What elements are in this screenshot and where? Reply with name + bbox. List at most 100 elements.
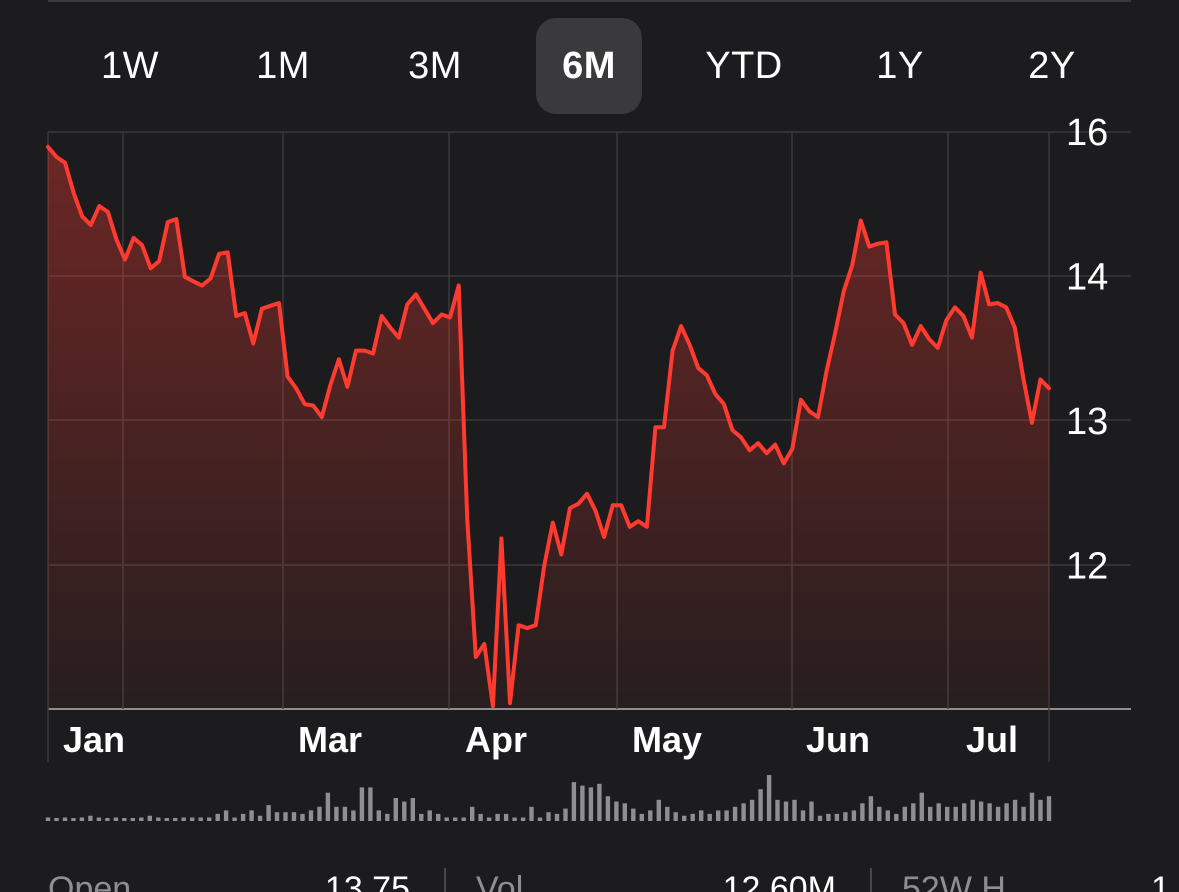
range-tab-6m[interactable]: 6M — [536, 18, 642, 114]
range-tab-ytd[interactable]: YTD — [705, 45, 783, 87]
volume-bar — [995, 806, 1001, 821]
volume-bar — [325, 792, 331, 821]
volume-bar — [181, 817, 186, 821]
x-tick-label: May — [632, 719, 702, 760]
volume-bar — [962, 803, 967, 821]
volume-bar — [1029, 792, 1035, 821]
price-area-fill — [48, 146, 1049, 709]
volume-bar — [673, 812, 678, 821]
volume-bar — [232, 817, 237, 821]
volume-bar — [741, 803, 746, 821]
range-tab-1m[interactable]: 1M — [256, 45, 310, 87]
volume-bar — [105, 818, 110, 821]
volume-bar — [274, 812, 280, 821]
volume-bar — [800, 810, 806, 821]
volume-bar — [699, 810, 704, 821]
volume-bar — [359, 787, 365, 821]
volume-bar — [749, 799, 755, 821]
volume-bar — [147, 815, 152, 821]
stat-divider — [444, 868, 446, 892]
volume-bar — [554, 813, 560, 821]
price-line — [46, 144, 1051, 709]
volume-bar — [461, 817, 466, 821]
volume-bar — [436, 813, 441, 821]
volume-bar — [588, 787, 594, 821]
y-tick-label: 14 — [1066, 257, 1108, 299]
range-tab-1y[interactable]: 1Y — [876, 45, 924, 87]
volume-bar — [249, 810, 254, 821]
volume-bar — [291, 812, 297, 821]
volume-bar — [775, 799, 780, 821]
volume-bar — [71, 818, 76, 821]
volume-bar — [1004, 803, 1009, 821]
stat-divider — [870, 868, 872, 892]
volume-bar — [665, 806, 670, 821]
volume-bar — [300, 813, 305, 821]
volume-bar — [410, 798, 415, 821]
volume-bar — [656, 799, 661, 821]
volume-bar — [716, 810, 721, 821]
volume-bar — [902, 806, 907, 821]
price-area — [48, 146, 1049, 709]
volume-bar — [571, 782, 577, 821]
stats-row: Open 13.75 Vol 12.60M 52W H 1 — [0, 840, 1179, 892]
volume-bar — [1038, 799, 1043, 821]
volume-bar — [215, 813, 220, 821]
volume-bar — [724, 810, 729, 821]
volume-bar — [546, 812, 551, 821]
volume-bar — [62, 817, 68, 821]
volume-bar — [834, 813, 840, 821]
time-range-selector: 1W 1M 3M 6M YTD 1Y 2Y — [50, 18, 1160, 114]
volume-bar — [817, 815, 823, 821]
volume-bar — [317, 806, 322, 821]
volume-bar — [351, 810, 356, 821]
volume-bar — [843, 812, 848, 821]
volume-bar — [470, 806, 475, 821]
volume-bar — [113, 817, 119, 821]
volume-bar — [512, 817, 517, 821]
x-tick-label: Jul — [966, 719, 1018, 760]
volume-bar — [223, 810, 229, 821]
volume-bar — [826, 813, 831, 821]
volume-bar — [868, 796, 874, 821]
stat-label-52w-high: 52W H — [902, 870, 1006, 892]
volume-bar — [758, 789, 763, 821]
volume-bar — [766, 775, 772, 821]
y-tick-label: 12 — [1066, 546, 1108, 588]
volume-bar — [537, 817, 543, 821]
volume-bar — [368, 787, 373, 821]
volume-bar — [164, 818, 169, 821]
x-tick-label: Jan — [63, 719, 125, 760]
range-tab-2y[interactable]: 2Y — [1028, 45, 1076, 87]
volume-bar — [911, 803, 916, 821]
volume-bar — [614, 801, 619, 821]
volume-bar — [792, 799, 797, 821]
volume-bar — [503, 813, 509, 821]
volume-bar — [130, 818, 135, 821]
volume-bar — [54, 818, 59, 821]
y-axis-ticks: 12 13 14 16 — [1066, 112, 1108, 588]
volume-bar — [936, 803, 941, 821]
volume-bar — [597, 783, 602, 821]
volume-bar — [486, 817, 492, 821]
x-tick-label: Apr — [465, 719, 527, 760]
volume-bar — [156, 817, 161, 821]
volume-bar — [478, 813, 483, 821]
range-tab-1w[interactable]: 1W — [101, 45, 159, 87]
volume-bar — [334, 806, 339, 821]
volume-bar — [419, 813, 424, 821]
volume-bar — [266, 805, 271, 821]
volume-bar — [198, 817, 203, 821]
range-tab-3m[interactable]: 3M — [408, 45, 462, 87]
volume-bar — [122, 818, 127, 821]
volume-bar — [240, 813, 246, 821]
volume-bar — [919, 792, 924, 821]
volume-bar — [1046, 796, 1052, 821]
y-tick-label: 16 — [1066, 112, 1108, 154]
volume-bar — [605, 796, 611, 821]
volume-bar — [173, 818, 178, 821]
x-tick-label: Mar — [298, 719, 362, 760]
volume-bar — [639, 813, 644, 821]
volume-bar — [945, 806, 950, 821]
